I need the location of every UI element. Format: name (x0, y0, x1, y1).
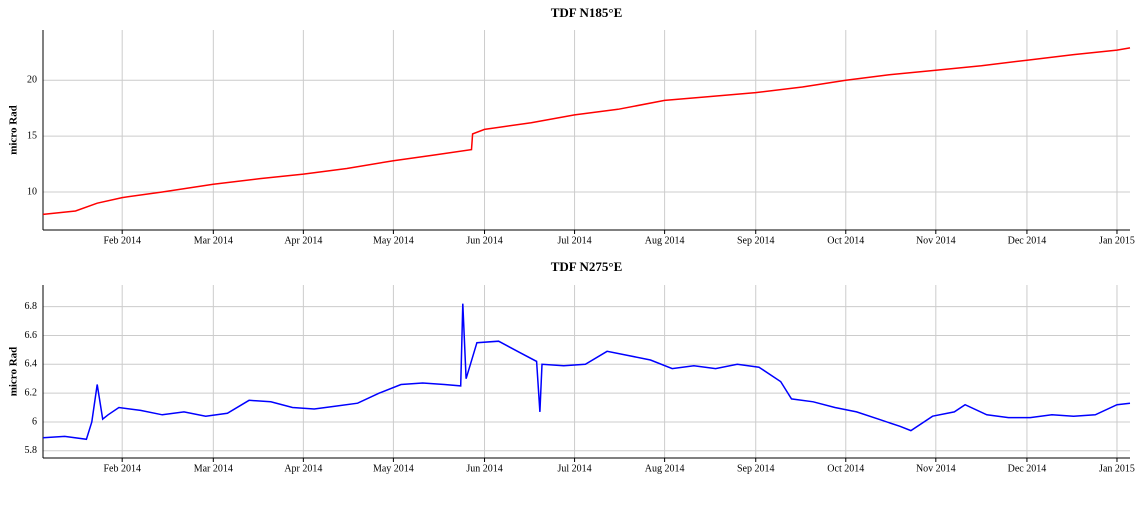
y-tick-label: 20 (27, 75, 37, 86)
x-tick-label: Jul 2014 (557, 463, 591, 474)
x-tick-label: Jun 2014 (466, 463, 502, 474)
x-tick-label: Nov 2014 (916, 463, 956, 474)
data-line (42, 303, 1131, 441)
x-tick-label: Apr 2014 (284, 235, 322, 246)
x-tick-label: Feb 2014 (103, 235, 141, 246)
x-tick-label: Apr 2014 (284, 463, 322, 474)
x-tick-label: Sep 2014 (737, 235, 775, 246)
x-tick-label: Mar 2014 (194, 463, 233, 474)
y-tick-label: 6.6 (25, 330, 38, 341)
y-axis-label: micro Rad (8, 105, 20, 155)
x-tick-label: May 2014 (373, 235, 414, 246)
x-tick-label: Nov 2014 (916, 235, 956, 246)
x-tick-label: Oct 2014 (827, 463, 864, 474)
x-tick-label: Jul 2014 (557, 235, 591, 246)
chart-title: TDF N185°E (551, 5, 623, 20)
y-tick-label: 15 (27, 130, 37, 141)
y-tick-label: 6.4 (25, 359, 38, 370)
x-tick-label: Oct 2014 (827, 235, 864, 246)
y-tick-label: 10 (27, 186, 37, 197)
x-tick-label: Aug 2014 (645, 463, 685, 474)
x-tick-label: Sep 2014 (737, 463, 775, 474)
x-tick-label: Feb 2014 (103, 463, 141, 474)
data-line (42, 47, 1131, 216)
y-tick-label: 5.8 (25, 445, 38, 456)
x-tick-label: Jan 2015 (1099, 463, 1135, 474)
x-tick-label: May 2014 (373, 463, 414, 474)
y-tick-label: 6 (32, 416, 37, 427)
x-tick-label: Jan 2015 (1099, 235, 1135, 246)
y-axis-label: micro Rad (8, 347, 20, 397)
x-tick-label: Dec 2014 (1008, 235, 1047, 246)
x-tick-label: Dec 2014 (1008, 463, 1047, 474)
y-tick-label: 6.2 (25, 387, 38, 398)
y-tick-label: 6.8 (25, 301, 38, 312)
x-tick-label: Aug 2014 (645, 235, 685, 246)
x-tick-label: Jun 2014 (466, 235, 502, 246)
chart-title: TDF N275°E (551, 259, 623, 274)
x-tick-label: Mar 2014 (194, 235, 233, 246)
